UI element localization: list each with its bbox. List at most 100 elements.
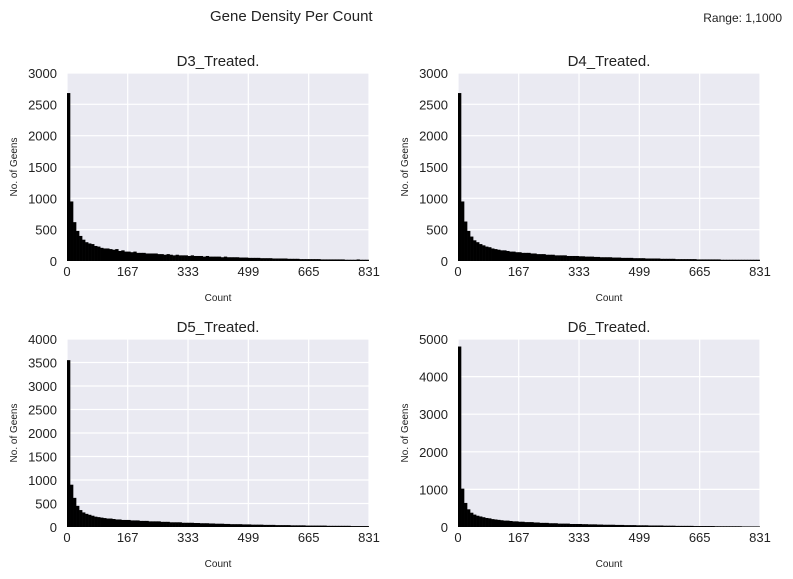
histogram-bar [220, 257, 225, 261]
histogram-bar [275, 258, 279, 261]
histogram-bar [145, 520, 149, 527]
histogram-bar [314, 525, 318, 527]
histogram-bar [617, 257, 622, 261]
histogram-bar [687, 259, 691, 261]
histogram-bar [238, 524, 243, 527]
histogram-bar [257, 524, 261, 527]
histogram-bar [247, 524, 252, 527]
histogram-bar [118, 250, 122, 261]
histogram-bar [488, 247, 492, 261]
y-axis-label: No. of Geens [9, 404, 20, 463]
histogram-bar [226, 523, 231, 527]
histogram-bar [151, 253, 155, 261]
histogram-bar [67, 93, 71, 261]
x-tick-label: 665 [689, 530, 711, 545]
x-tick-label: 167 [508, 264, 530, 279]
histogram-bar [308, 259, 312, 261]
y-tick-label: 1000 [419, 191, 448, 206]
histogram-bar [491, 248, 495, 261]
histogram-bar [293, 258, 297, 261]
histogram-bar [738, 259, 742, 261]
histogram-bar [563, 523, 567, 527]
y-tick-label: 500 [35, 497, 57, 512]
histogram-bar [756, 259, 760, 261]
histogram-bar [88, 514, 92, 527]
histogram-bar [127, 251, 131, 261]
histogram-bar [311, 259, 315, 261]
histogram-bar [518, 252, 522, 261]
histogram-bar [641, 525, 646, 527]
histogram-bar [353, 259, 357, 261]
x-tick-label: 831 [749, 264, 771, 279]
histogram-bar [654, 258, 658, 261]
histogram-bar [593, 256, 598, 261]
histogram-bar [494, 249, 498, 261]
histogram-bar [696, 259, 700, 261]
histogram-bar [127, 519, 131, 527]
histogram-bar [714, 526, 718, 527]
y-tick-label: 1500 [28, 160, 57, 175]
y-tick-label: 0 [441, 254, 448, 269]
histogram-bar [575, 255, 579, 261]
histogram-bar [735, 259, 739, 261]
histogram-bar [669, 258, 673, 261]
histogram-bar [208, 256, 213, 261]
y-tick-label: 0 [50, 254, 57, 269]
histogram-bar [88, 243, 92, 261]
x-axis-label: Count [596, 293, 623, 304]
histogram-bar [458, 93, 462, 261]
y-tick-label: 1500 [419, 160, 448, 175]
histogram-bar [512, 251, 516, 261]
histogram-bar [112, 249, 116, 261]
histogram-bar [91, 515, 95, 527]
histogram-bar [151, 521, 155, 527]
histogram-bar [214, 523, 219, 527]
histogram-bar [578, 256, 582, 261]
histogram-bar [94, 245, 98, 261]
histogram-bar [347, 525, 351, 527]
x-tick-label: 167 [117, 530, 139, 545]
histogram-bar [611, 257, 616, 261]
histogram-bar [485, 246, 489, 261]
histogram-bar [166, 521, 170, 527]
histogram-bar [106, 248, 110, 261]
histogram-bar [641, 258, 646, 261]
histogram-bar [199, 255, 204, 261]
histogram-bar [554, 255, 558, 261]
histogram-bar [335, 525, 339, 527]
x-tick-label: 499 [628, 530, 650, 545]
histogram-bar [545, 254, 549, 261]
histogram-bar [190, 522, 194, 527]
histogram-bar [584, 524, 589, 527]
y-axis-label: No. of Geens [400, 404, 411, 463]
histogram-bar [572, 523, 576, 527]
histogram-bar [272, 258, 276, 261]
histogram-bar [365, 526, 369, 527]
histogram-bar [293, 525, 297, 527]
histogram-bar [623, 257, 628, 261]
histogram-bar [338, 525, 342, 527]
histogram-bar [717, 259, 721, 261]
histogram-bar [629, 525, 634, 527]
y-tick-label: 2000 [419, 445, 448, 460]
histogram-bar [281, 525, 285, 527]
histogram-bar [305, 525, 309, 527]
x-tick-label: 167 [508, 530, 530, 545]
histogram-bar [223, 523, 228, 527]
histogram-bar [263, 524, 267, 527]
y-tick-label: 3000 [419, 407, 448, 422]
histogram-bar [260, 258, 264, 261]
y-axis-label: No. of Geens [400, 138, 411, 197]
histogram-bar [329, 259, 333, 261]
histogram-bar [581, 256, 585, 261]
histogram-bar [503, 520, 507, 527]
histogram-bar [464, 221, 468, 261]
histogram-bar [464, 502, 468, 527]
histogram-bar [235, 524, 240, 527]
histogram-bar [726, 526, 730, 527]
x-tick-label: 665 [689, 264, 711, 279]
histogram-bar [302, 525, 306, 527]
histogram-bar [187, 255, 191, 261]
histogram-bar [350, 259, 354, 261]
histogram-bar [100, 517, 104, 527]
